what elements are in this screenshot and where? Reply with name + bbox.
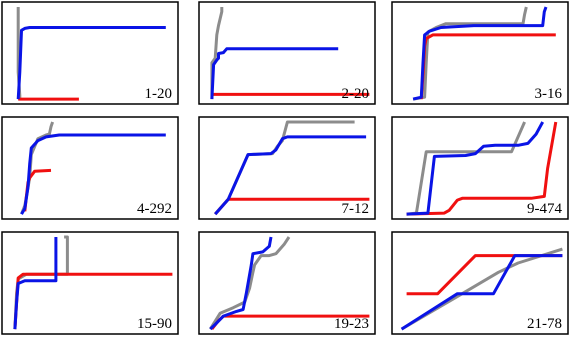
panel-label: 4-292 xyxy=(137,201,172,217)
series-group xyxy=(20,121,166,215)
blue-series-line xyxy=(210,47,339,100)
panel-frame xyxy=(198,1,376,105)
panel-21-78: 21-78 xyxy=(391,231,569,335)
blue-series-line xyxy=(406,121,545,216)
gray-series-line xyxy=(210,7,224,100)
panel-frame xyxy=(1,231,179,335)
panel-4-292: 4-292 xyxy=(1,116,179,220)
panel-label: 9-474 xyxy=(527,201,562,217)
series-group xyxy=(13,235,173,330)
blue-series-line xyxy=(412,6,548,101)
panel-15-90: 15-90 xyxy=(1,231,179,335)
blue-series-line xyxy=(20,133,166,215)
gray-series-line xyxy=(400,247,563,331)
series-group xyxy=(210,7,370,100)
panel-label: 7-12 xyxy=(342,201,370,217)
blue-series-line xyxy=(13,237,58,330)
panel-7-12: 7-12 xyxy=(198,116,376,220)
gray-series-line xyxy=(412,6,528,101)
panel-label: 1-20 xyxy=(145,86,173,102)
panel-9-474: 9-474 xyxy=(391,116,569,220)
series-group xyxy=(412,6,556,101)
blue-series-line xyxy=(16,26,166,100)
series-group xyxy=(209,236,370,331)
panel-label: 19-23 xyxy=(334,316,369,332)
series-group xyxy=(400,247,563,331)
red-series-line xyxy=(406,121,558,216)
panel-label: 21-78 xyxy=(527,316,562,332)
panel-label: 15-90 xyxy=(137,316,172,332)
panel-19-23: 19-23 xyxy=(198,231,376,335)
series-group xyxy=(16,7,166,101)
panel-label: 2-20 xyxy=(342,86,370,102)
panel-label: 3-16 xyxy=(535,86,563,102)
blue-series-line xyxy=(209,236,273,331)
panel-3-16: 3-16 xyxy=(391,1,569,105)
panel-1-20: 1-20 xyxy=(1,1,179,105)
blue-series-line xyxy=(214,135,367,216)
blue-series-line xyxy=(400,254,563,331)
panel-frame xyxy=(198,116,376,220)
panel-2-20: 2-20 xyxy=(198,1,376,105)
panel-frame xyxy=(391,116,569,220)
series-group xyxy=(406,121,558,216)
panel-frame xyxy=(1,1,179,105)
series-group xyxy=(214,120,370,216)
gray-series-line xyxy=(209,236,291,330)
